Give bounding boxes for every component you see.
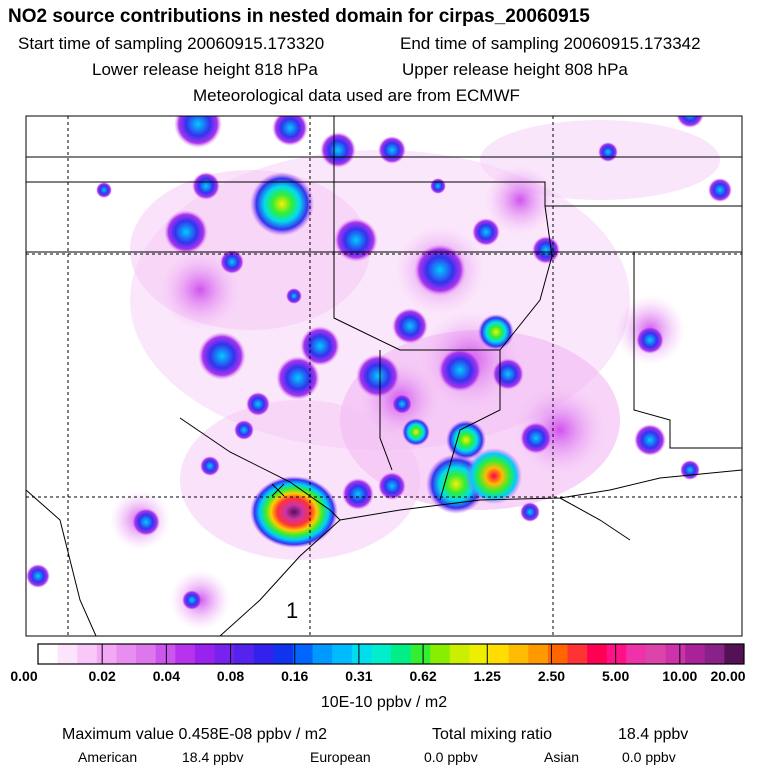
release-point-icon [271,483,285,497]
colorbar-tick-label: 0.08 [216,668,245,684]
asian-label: Asian [544,749,580,765]
colorbar-cell [685,644,706,664]
colorbar-tick-label: 0.62 [409,668,437,684]
colorbar-cell [528,644,549,664]
upper-height-label: Upper release height 808 hPa [402,60,628,79]
graticule [26,116,742,636]
colorbar-cell [155,644,176,664]
colorbar-tick-label: 0.16 [281,668,309,684]
state-borders [25,116,743,637]
colorbar-cell [312,644,333,664]
colorbar-cell [665,644,686,664]
asian-value: 0.0 ppbv [622,749,676,765]
colorbar-cell [724,644,745,664]
colorbar-tick-label: 0.00 [10,668,38,684]
european-value: 0.0 ppbv [424,749,478,765]
american-value: 18.4 ppbv [182,749,244,765]
colorbar-cell [253,644,274,664]
american-label: American [78,749,138,765]
colorbar-units: 10E-10 ppbv / m2 [320,694,448,711]
plot-title: NO2 source contributions in nested domai… [8,6,590,27]
colorbar-cells [37,644,745,664]
colorbar-tick-label: 10.00 [662,668,698,684]
map-frame [25,115,743,637]
colorbar-frame [37,643,745,665]
colorbar-cell [116,644,137,664]
colorbar-tick-label: 2.50 [537,668,566,684]
european-label: European [310,749,371,765]
start-time-label: Start time of sampling 20060915.173320 [18,34,325,53]
colorbar-cell [194,644,215,664]
colorbar-cell [704,644,725,664]
colorbar-cell [645,644,667,664]
colorbar-cell [292,644,314,664]
colorbar-tick-label: 1.25 [473,668,501,684]
colorbar-cell [430,644,451,664]
colorbar-tick-label: 0.31 [345,668,373,684]
met-data-label: Meteorological data used are from ECMWF [193,86,520,105]
colorbar-cell [96,644,117,664]
colorbar-cell [371,644,392,664]
colorbar-tick-label: 0.02 [88,668,116,684]
colorbar-cell [214,644,235,664]
colorbar-cell [175,644,196,664]
colorbar-cell [332,644,353,664]
colorbar-cell [38,644,59,664]
colorbar-cell [391,644,412,664]
colorbar-cell [449,644,470,664]
colorbar-cell [606,644,627,664]
plume-field [26,116,732,630]
max-value-label: Maximum value 0.458E-08 ppbv / m2 [62,726,328,743]
colorbar-cell [508,644,529,664]
colorbar-tick-label: 20.00 [710,668,746,684]
colorbar-cell [587,644,608,664]
colorbar-tick-label: 5.00 [602,668,630,684]
colorbar-cell [273,644,294,664]
colorbar-cell [626,644,647,664]
colorbar-tick-label: 0.04 [152,668,180,684]
colorbar-cell [57,644,78,664]
lower-height-label: Lower release height 818 hPa [92,60,318,79]
colorbar-cell [547,644,568,664]
total-mixing-value: 18.4 ppbv [618,726,689,743]
colorbar-cell [410,644,431,664]
colorbar-cell [77,644,98,664]
release-marker-label: 1 [286,598,298,623]
colorbar-cell [351,644,372,664]
colorbar-cell [136,644,157,664]
colorbar-cell [469,644,490,664]
colorbar-cell [234,644,255,664]
total-mixing-label: Total mixing ratio [432,726,553,743]
colorbar-cell [489,644,510,664]
end-time-label: End time of sampling 20060915.173342 [400,34,701,53]
colorbar-cell [567,644,588,664]
